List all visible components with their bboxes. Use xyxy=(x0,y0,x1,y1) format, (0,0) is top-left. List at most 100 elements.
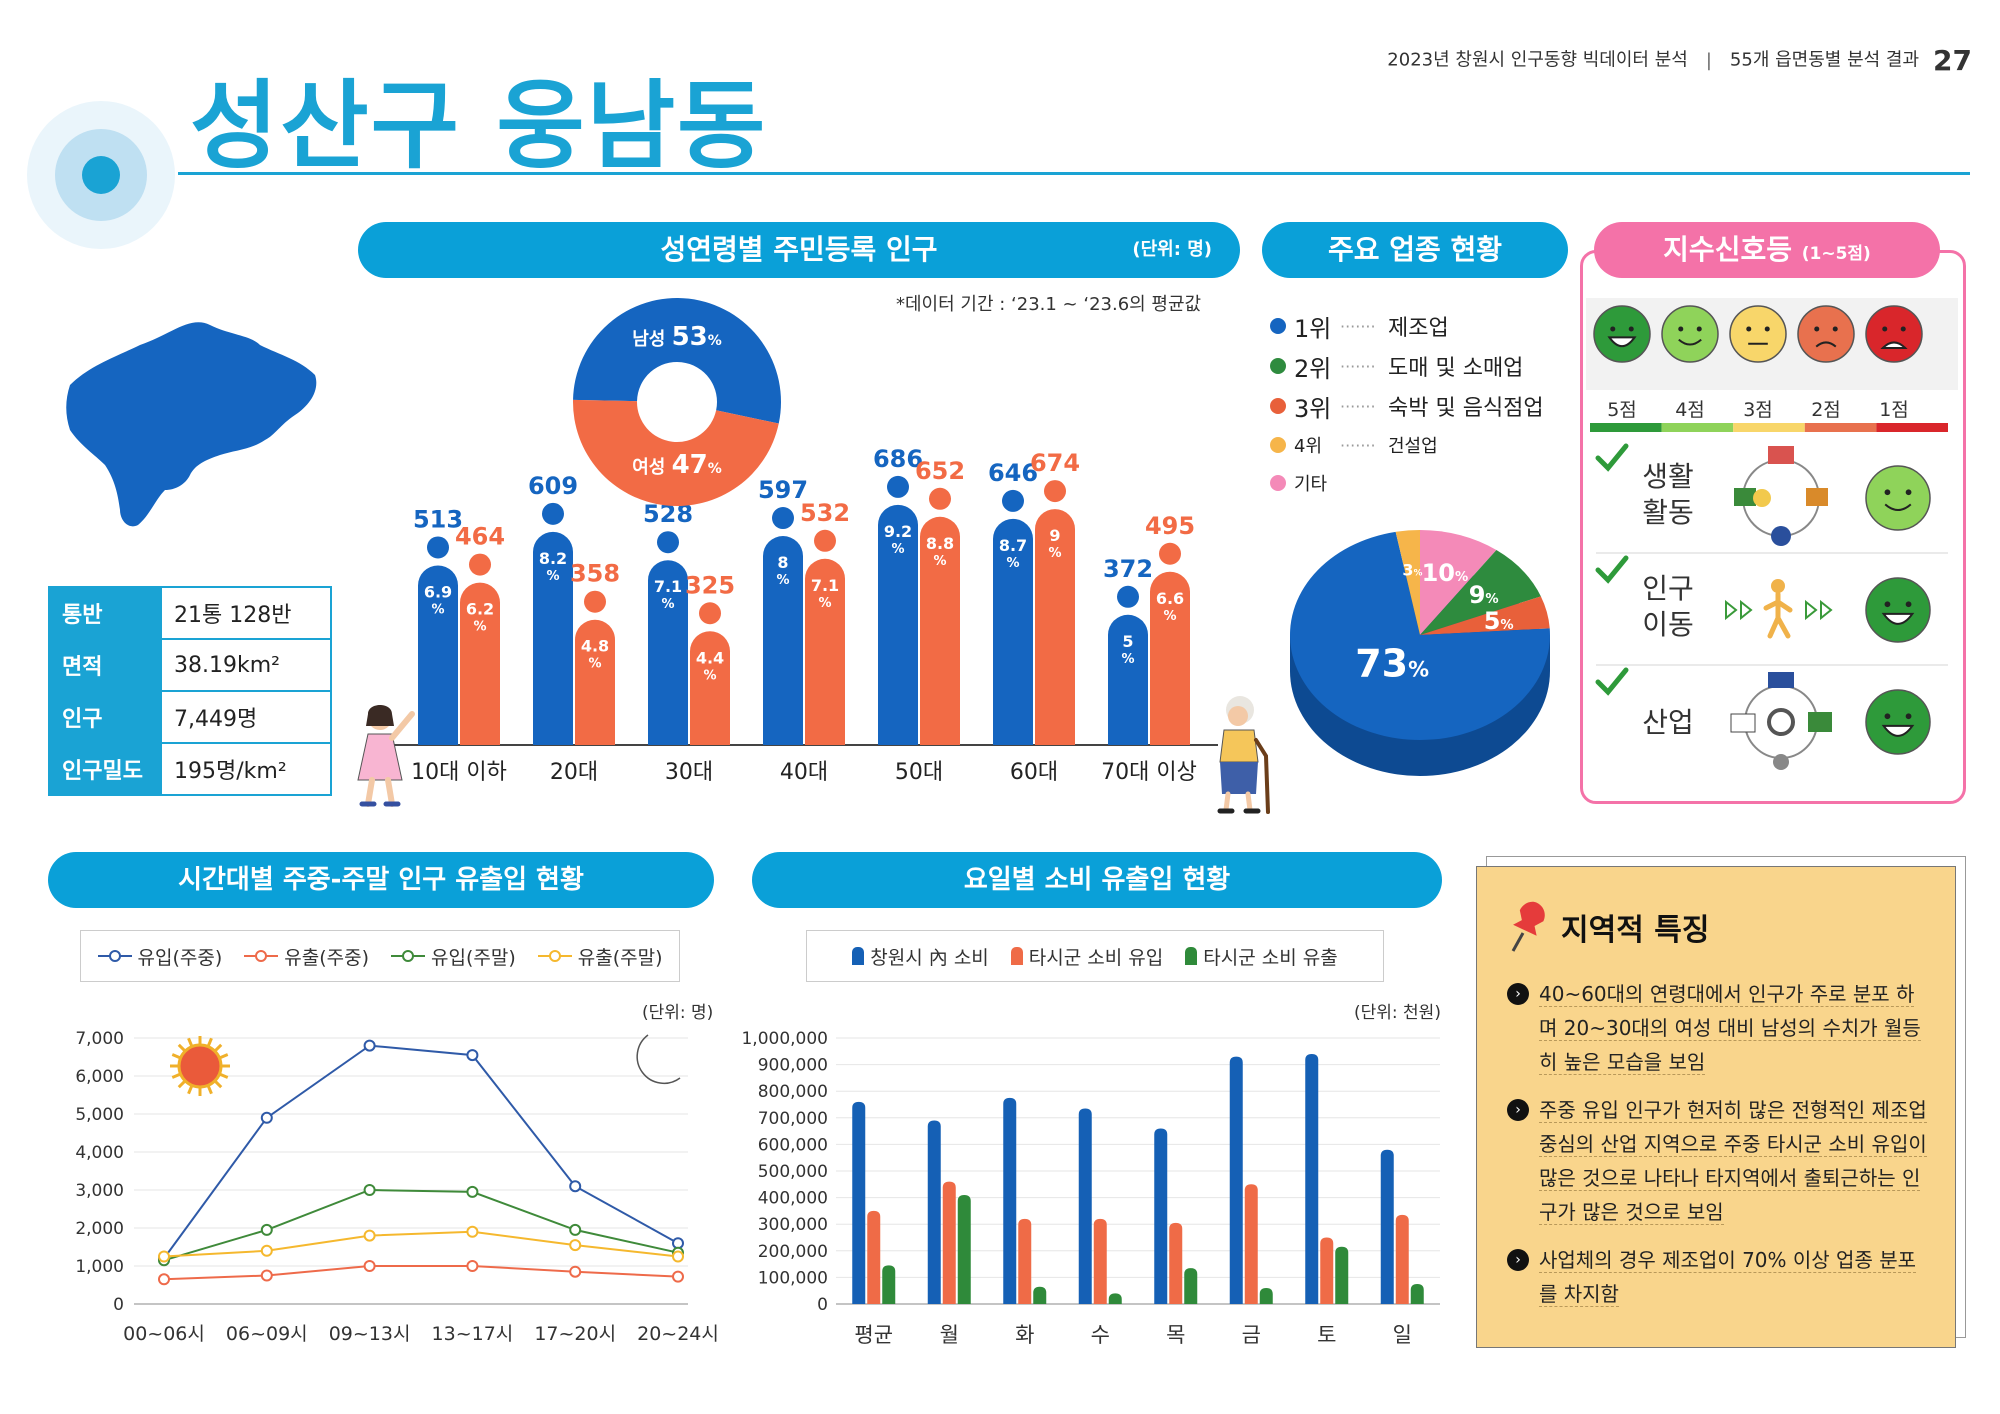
legend-dot-icon xyxy=(1270,475,1286,491)
pie-value-label: 3% xyxy=(1402,561,1422,580)
x-tick-label: 50대 xyxy=(895,760,943,785)
y-tick-label: 7,000 xyxy=(75,1029,124,1049)
bar-pct-unit: % xyxy=(1163,609,1176,624)
bar-head xyxy=(542,502,564,525)
legend-dot-icon xyxy=(1270,398,1286,414)
bar xyxy=(418,565,458,745)
features-title: 지역적 특징 xyxy=(1561,913,1710,948)
industry-pie-chart: 10%9%5% 73% 3% xyxy=(1290,530,1550,776)
bar-pct-unit: % xyxy=(891,542,904,557)
legend-item: 창원시 內 소비 xyxy=(852,943,989,970)
chevron-right-icon: › xyxy=(1507,1099,1529,1121)
y-tick-label: 5,000 xyxy=(75,1105,124,1125)
scale-label: 5점 xyxy=(1607,399,1637,421)
legend-label: 유출(주중) xyxy=(284,946,369,969)
bar-head xyxy=(887,475,909,498)
x-tick-label: 일 xyxy=(1393,1323,1412,1347)
walking-person-icon xyxy=(1725,579,1833,639)
table-row: 통반 21통 128반 xyxy=(48,586,332,640)
data-point xyxy=(569,1265,582,1278)
smiley-face-icon xyxy=(1661,305,1719,363)
pie-slice xyxy=(1290,531,1550,740)
bar xyxy=(575,619,615,745)
bar xyxy=(942,1181,956,1304)
age-chart-title-bar: 성연령별 주민등록 인구 (단위: 명) xyxy=(358,222,1240,278)
legend-dot-icon xyxy=(1270,358,1286,374)
bar-head xyxy=(1159,542,1181,565)
y-tick-label: 200,000 xyxy=(758,1242,828,1262)
pie-value-label: 9% xyxy=(1469,581,1499,609)
industry-legend: 1위 ······· 제조업 2위 ······· 도매 및 소매업 3위 ·······… xyxy=(1270,306,1570,502)
x-tick-label: 06~09시 xyxy=(226,1323,308,1345)
y-tick-label: 500,000 xyxy=(758,1162,828,1182)
bar xyxy=(1320,1237,1334,1304)
bar-pct-label: 4.4 xyxy=(696,648,724,667)
scale-bar-segment xyxy=(1590,423,1662,432)
x-tick-label: 월 xyxy=(940,1323,959,1347)
series-line xyxy=(163,1188,679,1262)
stat-value: 195명/km² xyxy=(160,742,332,796)
bar-value-label: 609 xyxy=(528,472,578,500)
bar-head xyxy=(584,590,606,613)
bar-pct-unit: % xyxy=(431,602,444,617)
bar-pct-unit: % xyxy=(1048,546,1061,561)
bar xyxy=(882,1265,896,1304)
bar-value-label: 646 xyxy=(988,459,1038,487)
data-point xyxy=(672,1270,684,1283)
check-icon xyxy=(1595,443,1629,472)
feature-text: 주중 유입 인구가 현저히 많은 전형적인 제조업 중심의 산업 지역으로 주중… xyxy=(1539,1098,1927,1225)
donut-slice-female xyxy=(573,399,779,506)
smiley-face-icon xyxy=(1797,305,1855,363)
signal-item-label: 생활 xyxy=(1642,460,1694,493)
legend-label: 타시군 소비 유입 xyxy=(1028,946,1164,969)
data-point xyxy=(672,1250,684,1263)
x-tick-label: 13~17시 xyxy=(432,1323,514,1345)
data-point xyxy=(363,1039,376,1052)
data-point xyxy=(363,1260,376,1272)
y-tick-label: 3,000 xyxy=(75,1181,124,1201)
data-point xyxy=(260,1269,273,1282)
bar-pct-unit: % xyxy=(1121,652,1134,667)
bar xyxy=(878,504,918,745)
gender-donut-chart: 남성 53% 여성 47% xyxy=(573,297,781,506)
x-tick-label: 화 xyxy=(1015,1323,1034,1347)
bar-pct-label: 7.1 xyxy=(811,576,839,595)
age-chart-period: *데이터 기간 : ‘23.1 ~ ‘23.6의 평균값 xyxy=(896,294,1202,315)
dots-icon: ······· xyxy=(1340,396,1376,416)
bar-head xyxy=(772,507,794,530)
data-point xyxy=(260,1223,273,1236)
x-tick-label: 60대 xyxy=(1010,760,1058,785)
bar xyxy=(1003,1097,1017,1304)
signal-range: (1~5점) xyxy=(1801,244,1871,264)
line-marker-icon xyxy=(244,950,279,962)
legend-item: 3위 ······· 숙박 및 음식점업 xyxy=(1270,386,1570,426)
dots-icon: ······· xyxy=(1340,356,1376,376)
bar-value-label: 513 xyxy=(413,505,463,533)
data-point xyxy=(260,1111,273,1124)
scale-label: 4점 xyxy=(1675,399,1705,421)
bar-pct-label: 8.2 xyxy=(539,549,567,568)
table-row: 인구 7,449명 xyxy=(48,690,332,744)
scale-bar-segment xyxy=(1876,423,1948,432)
x-tick-label: 20~24시 xyxy=(637,1323,719,1345)
stat-key: 인구밀도 xyxy=(48,742,162,796)
time-chart-legend: 유입(주중) 유출(주중) 유입(주말) 유출(주말) xyxy=(80,930,680,982)
pie-slice xyxy=(1420,596,1550,635)
signal-item-label: 인구 xyxy=(1642,572,1694,605)
bar xyxy=(1410,1284,1424,1304)
bar-value-label: 686 xyxy=(873,445,923,473)
donut-female-label: 여성 47% xyxy=(632,450,722,480)
y-tick-label: 1,000,000 xyxy=(741,1029,828,1049)
bar xyxy=(648,560,688,745)
scale-bar-segment xyxy=(1661,423,1734,432)
bar xyxy=(1018,1218,1032,1304)
legend-item: 유출(주중) xyxy=(244,943,369,970)
bar xyxy=(1229,1056,1243,1304)
pie-value-label: 73% xyxy=(1355,642,1429,686)
stat-value: 7,449명 xyxy=(160,690,332,744)
line-marker-icon xyxy=(97,950,132,962)
bar xyxy=(957,1194,971,1304)
bar xyxy=(1078,1108,1092,1304)
bar xyxy=(1184,1268,1198,1304)
